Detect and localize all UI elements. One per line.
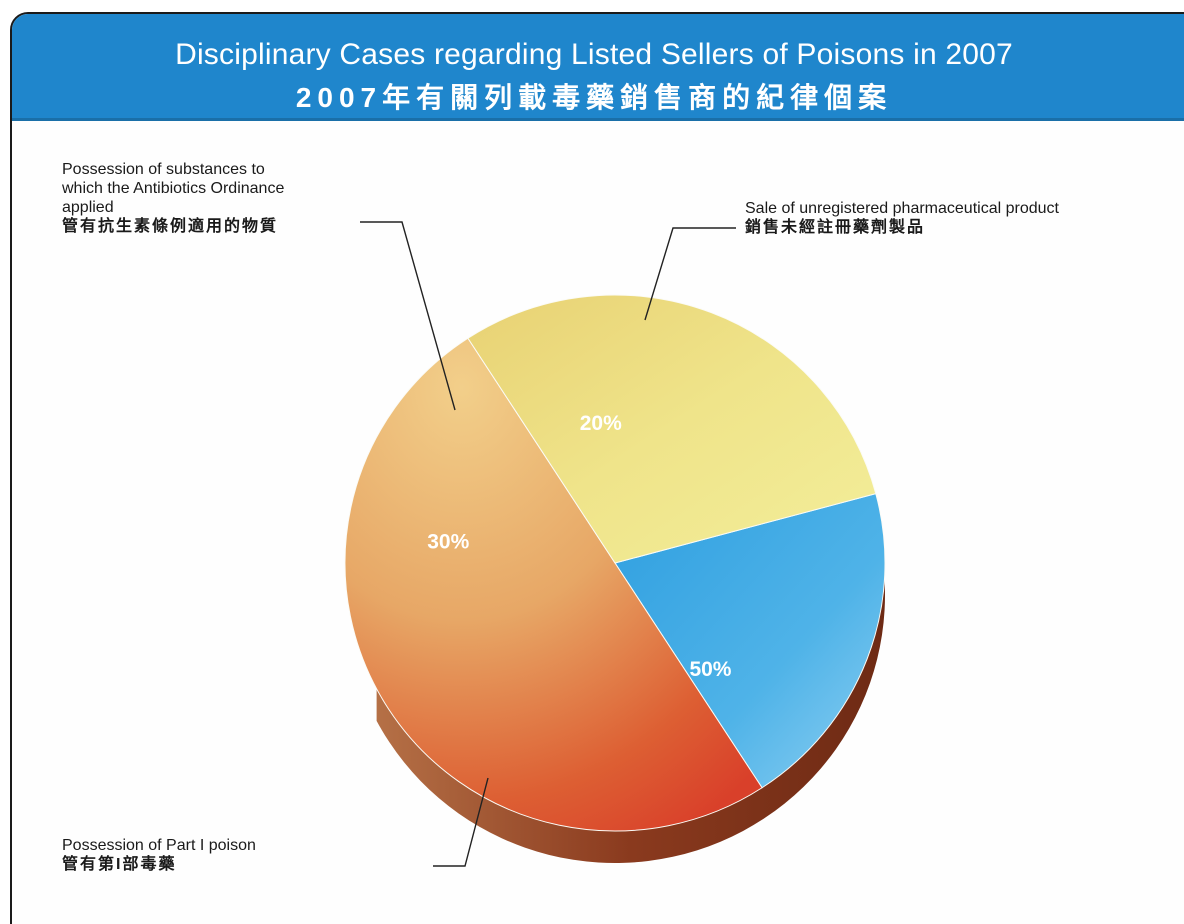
value-label: 30% <box>427 531 469 554</box>
value-label: 50% <box>689 658 731 681</box>
slice-antibiotics-substances <box>467 294 877 564</box>
slice-label-english-line: applied <box>62 199 114 216</box>
slice-label-english-line: Possession of substances to <box>62 161 265 178</box>
slice-label-chinese: 管有抗生素條例適用的物質 <box>62 218 279 235</box>
leader-lines <box>360 221 736 867</box>
slice-label-english-line: Possession of Part I poison <box>62 837 256 854</box>
leader-line <box>360 221 456 411</box>
slice-part-one-poison <box>344 337 763 832</box>
value-label: 20% <box>580 412 622 435</box>
title-chinese: 2007年有關列載毒藥銷售商的紀律個案 <box>295 82 893 113</box>
slice-unregistered-product <box>614 493 886 789</box>
slice-label-chinese: 銷售未經註冊藥劑製品 <box>745 219 926 236</box>
slice-label-english-line: which the Antibiotics Ordinance <box>62 180 285 197</box>
title-banner: Disciplinary Cases regarding Listed Sell… <box>12 14 1184 121</box>
leader-line <box>644 227 736 321</box>
slice-label-english-line: Sale of unregistered pharmaceutical prod… <box>745 200 1059 217</box>
pie-slices <box>344 294 886 832</box>
leader-line <box>433 777 489 867</box>
slice-label-unregistered-product: Sale of unregistered pharmaceutical prod… <box>745 199 1059 237</box>
title-english: Disciplinary Cases regarding Listed Sell… <box>175 38 1013 71</box>
value-labels: 20% 50% 30% <box>427 412 732 681</box>
slice-label-chinese: 管有第I部毒藥 <box>62 856 177 873</box>
slice-label-part-one-poison: Possession of Part I poison 管有第I部毒藥 <box>62 836 256 874</box>
slice-label-antibiotics-substances: Possession of substances to which the Ant… <box>62 160 284 236</box>
